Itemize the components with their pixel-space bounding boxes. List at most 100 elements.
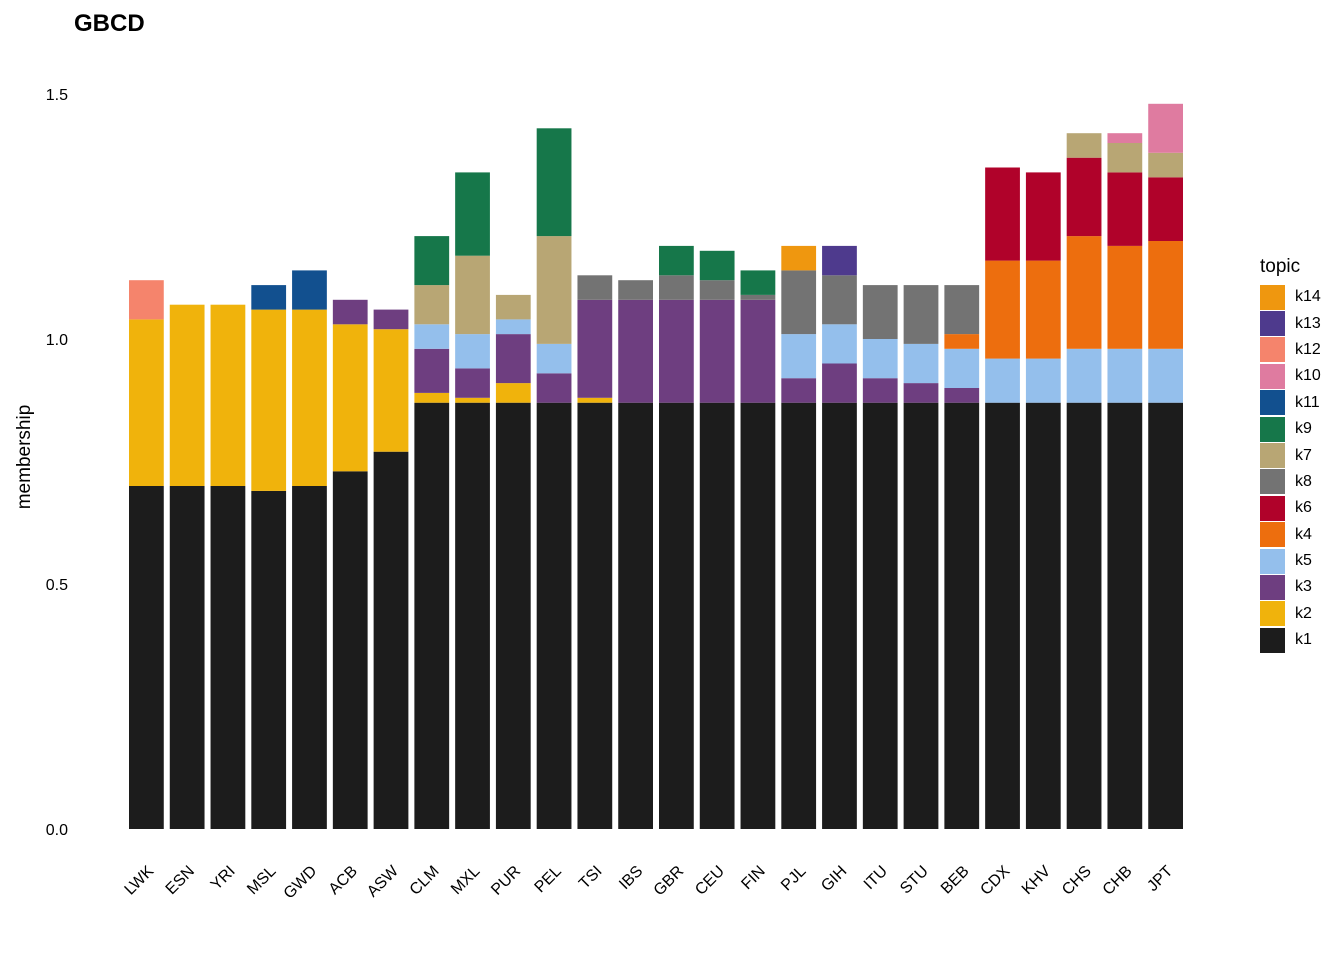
x-tick-label: ITU — [861, 863, 891, 893]
bar-segment-k5 — [1066, 348, 1102, 403]
x-tick-label: PEL — [532, 863, 565, 896]
bar-group-gwd — [292, 270, 327, 829]
bar-segment-k1 — [455, 402, 490, 829]
bar-segment-k1 — [781, 402, 817, 829]
bar-segment-k11 — [251, 285, 287, 310]
bar-segment-k4 — [1107, 245, 1143, 349]
x-tick-label: GIH — [818, 863, 850, 895]
bar-segment-k2 — [292, 309, 327, 486]
legend-item-k14: k14 — [1260, 284, 1321, 310]
bar-segment-k5 — [944, 348, 980, 388]
bar-segment-k6 — [1025, 172, 1061, 261]
legend-item-k11: k11 — [1260, 390, 1321, 416]
x-tick-label: KHV — [1019, 863, 1055, 899]
legend-item-k3: k3 — [1260, 574, 1321, 600]
legend-label: k13 — [1295, 314, 1321, 332]
bar-segment-k1 — [944, 402, 980, 829]
bar-segment-k1 — [985, 402, 1020, 829]
bar-segment-k1 — [577, 402, 613, 829]
legend-item-k4: k4 — [1260, 522, 1321, 548]
bar-segment-k9 — [455, 172, 490, 256]
y-tick-label: 1.5 — [46, 87, 68, 104]
bar-group-gih — [822, 245, 857, 829]
legend-swatch — [1260, 574, 1285, 600]
bar-segment-k6 — [1148, 177, 1183, 241]
legend-items: k14 k13 k12 k10 k11 k9 k7 k8 k6 k4 k5 k3 k2 k1 — [1260, 284, 1321, 653]
bar-segment-k9 — [740, 270, 776, 295]
legend-label: k1 — [1295, 631, 1312, 649]
legend-item-k5: k5 — [1260, 548, 1321, 574]
legend-swatch — [1260, 495, 1285, 521]
bar-group-msl — [251, 285, 287, 829]
bar-segment-k2 — [455, 397, 490, 403]
bar-segment-k1 — [903, 402, 939, 829]
bar-segment-k8 — [822, 275, 857, 325]
bar-segment-k2 — [414, 392, 450, 403]
x-tick-label: PJL — [778, 863, 810, 895]
x-tick-label: TSI — [576, 863, 606, 893]
legend-swatch — [1260, 311, 1285, 337]
bar-segment-k5 — [862, 339, 898, 379]
bar-segment-k7 — [1066, 133, 1102, 158]
bar-segment-k6 — [1107, 172, 1143, 246]
bar-segment-k3 — [414, 348, 450, 393]
legend-swatch — [1260, 601, 1285, 627]
bar-segment-k5 — [903, 343, 939, 384]
legend-item-k8: k8 — [1260, 469, 1321, 495]
bar-segment-k5 — [1025, 358, 1061, 403]
bar-group-lwk — [129, 280, 164, 829]
bar-group-ceu — [699, 250, 735, 829]
bar-segment-k1 — [1148, 402, 1183, 829]
bar-segment-k14 — [781, 245, 817, 271]
bar-group-yri — [210, 304, 246, 829]
bar-segment-k5 — [495, 319, 531, 335]
y-tick-label: 0.0 — [46, 822, 68, 839]
x-tick-label: LWK — [122, 863, 158, 899]
y-axis: 0.0 0.5 1.0 1.5 — [46, 87, 68, 839]
bar-segment-k7 — [495, 294, 531, 320]
bar-segment-k5 — [985, 358, 1020, 403]
bar-groups — [129, 103, 1183, 829]
legend-swatch — [1260, 363, 1285, 389]
legend-label: k12 — [1295, 340, 1321, 358]
legend-swatch — [1260, 443, 1285, 469]
legend-item-k6: k6 — [1260, 495, 1321, 521]
bar-segment-k7 — [1107, 143, 1143, 173]
bar-segment-k2 — [251, 309, 287, 491]
x-tick-label: GWD — [281, 863, 321, 903]
bar-segment-k13 — [822, 245, 857, 276]
chart-title: GBCD — [74, 10, 145, 37]
x-tick-label: STU — [897, 863, 932, 898]
bar-segment-k4 — [1025, 260, 1061, 359]
bar-segment-k1 — [740, 402, 776, 829]
bar-group-pjl — [781, 245, 817, 829]
bar-group-esn — [169, 304, 205, 829]
bar-segment-k2 — [169, 304, 205, 486]
bar-segment-k8 — [781, 270, 817, 335]
bar-segment-k5 — [536, 343, 572, 374]
bar-group-beb — [944, 285, 980, 829]
legend-label: k14 — [1295, 288, 1321, 306]
bar-segment-k7 — [1148, 152, 1183, 178]
bar-segment-k3 — [862, 378, 898, 403]
bar-segment-k1 — [414, 402, 450, 829]
bar-segment-k1 — [862, 402, 898, 829]
x-tick-label: GBR — [651, 863, 688, 900]
bar-group-cdx — [985, 167, 1020, 829]
bar-segment-k4 — [1066, 236, 1102, 349]
bar-segment-k8 — [699, 280, 735, 300]
bar-group-stu — [903, 285, 939, 829]
bar-segment-k2 — [577, 397, 613, 403]
bar-segment-k4 — [1148, 241, 1183, 349]
bar-segment-k3 — [577, 299, 613, 398]
bar-group-jpt — [1148, 103, 1183, 829]
x-tick-label: MSL — [244, 863, 279, 898]
bar-segment-k3 — [332, 299, 368, 325]
x-tick-label: JPT — [1144, 863, 1176, 895]
bar-group-gbr — [659, 245, 694, 829]
bar-segment-k8 — [903, 285, 939, 344]
bar-segment-k3 — [536, 373, 572, 403]
legend-label: k6 — [1295, 499, 1312, 517]
bar-group-pur — [495, 294, 531, 829]
